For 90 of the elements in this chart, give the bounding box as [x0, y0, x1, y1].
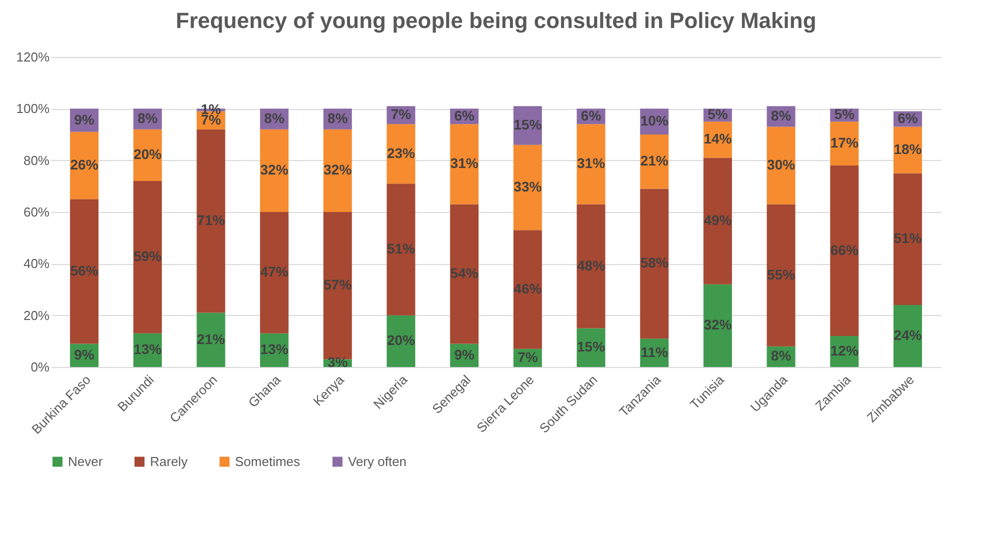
data-label: 8% [137, 110, 158, 126]
bar [513, 230, 542, 349]
data-label: 31% [577, 155, 606, 172]
data-label: 8% [264, 110, 285, 126]
bar [323, 129, 352, 212]
data-label: 12% [830, 342, 859, 358]
legend-label: Never [68, 454, 104, 469]
data-label: 8% [770, 107, 792, 124]
data-label: 32% [324, 162, 352, 178]
data-label: 5% [708, 106, 728, 122]
data-label: 20% [134, 146, 162, 162]
data-label: 7% [518, 348, 538, 365]
bar [450, 124, 479, 204]
data-label: 30% [767, 156, 796, 172]
legend-label: Rarely [150, 454, 188, 469]
y-tick-label: 0% [30, 360, 50, 374]
data-label: 17% [830, 134, 859, 151]
data-label: 32% [260, 162, 289, 178]
legend-label: Very often [348, 454, 407, 469]
y-tick-label: 60% [23, 204, 50, 220]
data-label: 13% [134, 341, 162, 358]
data-label: 51% [894, 230, 922, 246]
bar [766, 126, 796, 204]
bar [766, 204, 796, 346]
data-label: 6% [580, 107, 602, 124]
data-label: 15% [577, 338, 606, 355]
data-label: 49% [704, 212, 732, 228]
y-tick-label: 100% [16, 101, 50, 116]
data-label: 13% [260, 341, 289, 358]
data-label: 54% [450, 265, 479, 281]
bar [830, 166, 859, 336]
bar [386, 184, 416, 316]
data-label: 46% [514, 280, 542, 296]
chart-title: Frequency of young people being consulted in Policy Making [176, 8, 816, 33]
data-label: 58% [640, 254, 669, 271]
bar [513, 144, 542, 230]
data-label: 21% [640, 152, 669, 169]
data-label: 26% [70, 156, 99, 172]
data-label: 8% [328, 110, 348, 126]
y-tick-label: 120% [16, 50, 50, 64]
data-label: 23% [386, 144, 416, 161]
data-label: 20% [386, 332, 416, 348]
data-label: 6% [898, 110, 918, 126]
bar [133, 181, 162, 334]
data-label: 9% [74, 111, 95, 128]
data-label: 6% [454, 107, 475, 124]
bar [386, 124, 416, 184]
bar [196, 129, 226, 313]
data-label: 47% [260, 264, 289, 280]
data-label: 5% [834, 106, 856, 122]
data-label: 59% [134, 248, 162, 264]
bar [70, 199, 99, 344]
data-label: 24% [894, 327, 922, 343]
y-tick-label: 80% [23, 152, 50, 168]
data-label: 9% [74, 346, 95, 362]
bar [70, 132, 99, 200]
legend-label: Sometimes [235, 454, 301, 469]
bar [450, 204, 479, 344]
bar [260, 129, 289, 212]
data-label: 14% [704, 130, 732, 147]
data-label: 66% [830, 242, 859, 258]
data-label: 7% [390, 106, 412, 122]
bar [576, 124, 606, 204]
data-label: 57% [324, 276, 352, 293]
bar [640, 134, 669, 189]
data-label: 55% [767, 266, 796, 282]
y-tick-label: 40% [23, 256, 50, 272]
bar [893, 173, 922, 305]
bar [893, 305, 922, 367]
data-label: 56% [70, 262, 99, 278]
bar [576, 204, 606, 328]
data-label: 48% [577, 257, 606, 274]
bar [196, 312, 226, 367]
data-label: 9% [454, 346, 475, 362]
bar [260, 212, 289, 334]
data-label: 33% [514, 178, 542, 194]
data-label: 15% [514, 116, 542, 132]
data-label: 8% [770, 348, 792, 364]
bar [640, 188, 669, 339]
bar [703, 284, 732, 367]
data-label: 18% [894, 141, 922, 157]
data-label: 32% [704, 316, 732, 333]
data-label: 71% [196, 212, 226, 228]
data-label: 21% [196, 330, 226, 347]
bar [703, 158, 732, 284]
data-label: 11% [640, 344, 669, 360]
data-label: 51% [386, 240, 416, 256]
data-label: 10% [640, 112, 669, 129]
y-tick-label: 20% [23, 308, 50, 323]
data-label: 31% [450, 155, 479, 172]
